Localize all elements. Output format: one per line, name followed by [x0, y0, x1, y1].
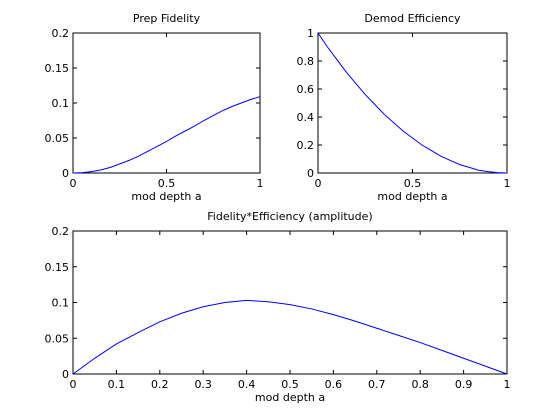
chart-3-x-tick-label: 0.7 — [368, 378, 386, 391]
chart-1-y-tick-label: 0.1 — [52, 97, 70, 110]
chart-3-x-axis-label: mod depth a — [255, 391, 325, 404]
chart-2-x-tick-label: 1 — [504, 177, 511, 190]
chart-3-x-tick-label: 1 — [504, 378, 511, 391]
chart-1-x-axis-label: mod depth a — [131, 190, 201, 203]
chart-2-y-tick-label: 0.8 — [297, 55, 315, 68]
chart-2-y-tick-label: 0.2 — [297, 139, 315, 152]
chart-2-y-tick-label: 1 — [307, 27, 314, 40]
chart-3-y-tick-label: 0.15 — [45, 261, 70, 274]
chart-1-y-tick-label: 0.2 — [52, 27, 70, 40]
chart-3: Fidelity*Efficiency (amplitude) 0 0.1 0.2 0.… — [45, 210, 511, 404]
chart-1-y-tick-label: 0.05 — [45, 132, 70, 145]
chart-2-x-tick-label: 0 — [315, 177, 322, 190]
chart-3-x-tick-label: 0.6 — [325, 378, 343, 391]
chart-3-x-tick-label: 0.1 — [108, 378, 126, 391]
chart-3-x-tick-label: 0.4 — [238, 378, 256, 391]
chart-3-y-tick-label: 0 — [62, 368, 69, 381]
chart-1-series-line — [72, 96, 261, 174]
chart-3-series-line — [72, 299, 508, 375]
chart-2-series-line — [317, 32, 508, 174]
chart-1-y-tick-label: 0 — [62, 167, 69, 180]
chart-2-y-tick-label: 0 — [307, 167, 314, 180]
chart-2-plot-area — [317, 32, 508, 174]
chart-1-x-tick-label: 0 — [70, 177, 77, 190]
chart-3-x-tick-label: 0.2 — [151, 378, 169, 391]
chart-3-y-tick-label: 0.2 — [52, 225, 70, 238]
chart-1-x-tick-label: 0.5 — [158, 177, 176, 190]
chart-2-x-axis-label: mod depth a — [377, 190, 447, 203]
chart-3-y-tick-label: 0.1 — [52, 297, 70, 310]
chart-3-x-tick-label: 0.9 — [455, 378, 473, 391]
chart-3-x-tick-label: 0.3 — [194, 378, 212, 391]
chart-2-y-tick-label: 0.6 — [297, 83, 315, 96]
chart-3-plot-area — [72, 230, 508, 375]
chart-3-x-tick-label: 0.5 — [281, 378, 299, 391]
chart-3-x-tick-label: 0 — [70, 378, 77, 391]
chart-2-x-tick-label: 0.5 — [404, 177, 422, 190]
chart-1-x-tick-label: 1 — [257, 177, 264, 190]
chart-2: Demod Efficiency 0 0.5 1 0 0.2 0.4 0.6 0.8 1 mod d… — [297, 12, 511, 203]
chart-1-plot-area — [72, 32, 261, 174]
chart-1: Prep Fidelity 0 0.5 1 0 0.05 0.1 0.15 0.2 mod dep… — [45, 12, 264, 203]
chart-3-title: Fidelity*Efficiency (amplitude) — [207, 210, 372, 223]
chart-3-y-tick-label: 0.05 — [45, 332, 70, 345]
chart-1-y-tick-label: 0.15 — [45, 62, 70, 75]
chart-1-title: Prep Fidelity — [133, 12, 201, 25]
chart-3-x-tick-label: 0.8 — [411, 378, 429, 391]
chart-2-title: Demod Efficiency — [364, 12, 461, 25]
chart-2-y-tick-label: 0.4 — [297, 111, 315, 124]
